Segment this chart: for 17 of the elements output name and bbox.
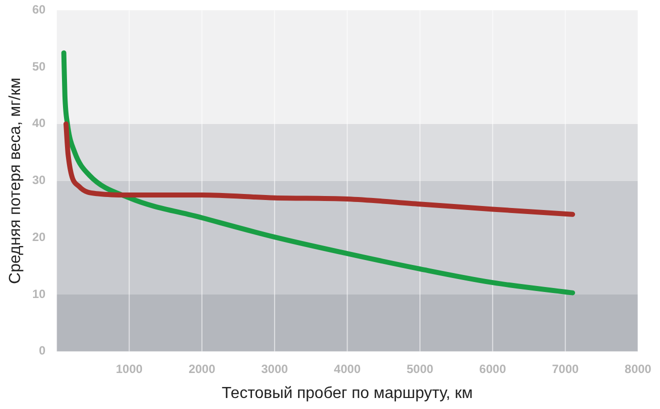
y-tick-label: 20 [32, 230, 46, 244]
y-axis-title: Средняя потеря веса, мг/км [7, 78, 24, 284]
x-tick-label: 2000 [188, 362, 216, 376]
x-tick-label: 3000 [261, 362, 288, 376]
x-tick-label: 1000 [116, 362, 143, 376]
y-tick-label: 0 [38, 344, 46, 358]
y-tick-label: 30 [32, 173, 46, 188]
y-tick-label: 40 [32, 116, 46, 130]
x-tick-label: 6000 [479, 362, 506, 376]
x-tick-label: 4000 [334, 362, 361, 376]
y-tick-label: 60 [32, 2, 46, 17]
x-tick-label: 5000 [406, 362, 434, 376]
y-tick-label: 10 [32, 286, 46, 301]
x-axis-title: Тестовый пробег по маршруту, км [222, 384, 473, 402]
x-tick-label: 8000 [624, 362, 652, 376]
x-tick-label: 7000 [552, 362, 579, 376]
y-tick-label: 50 [32, 59, 46, 74]
